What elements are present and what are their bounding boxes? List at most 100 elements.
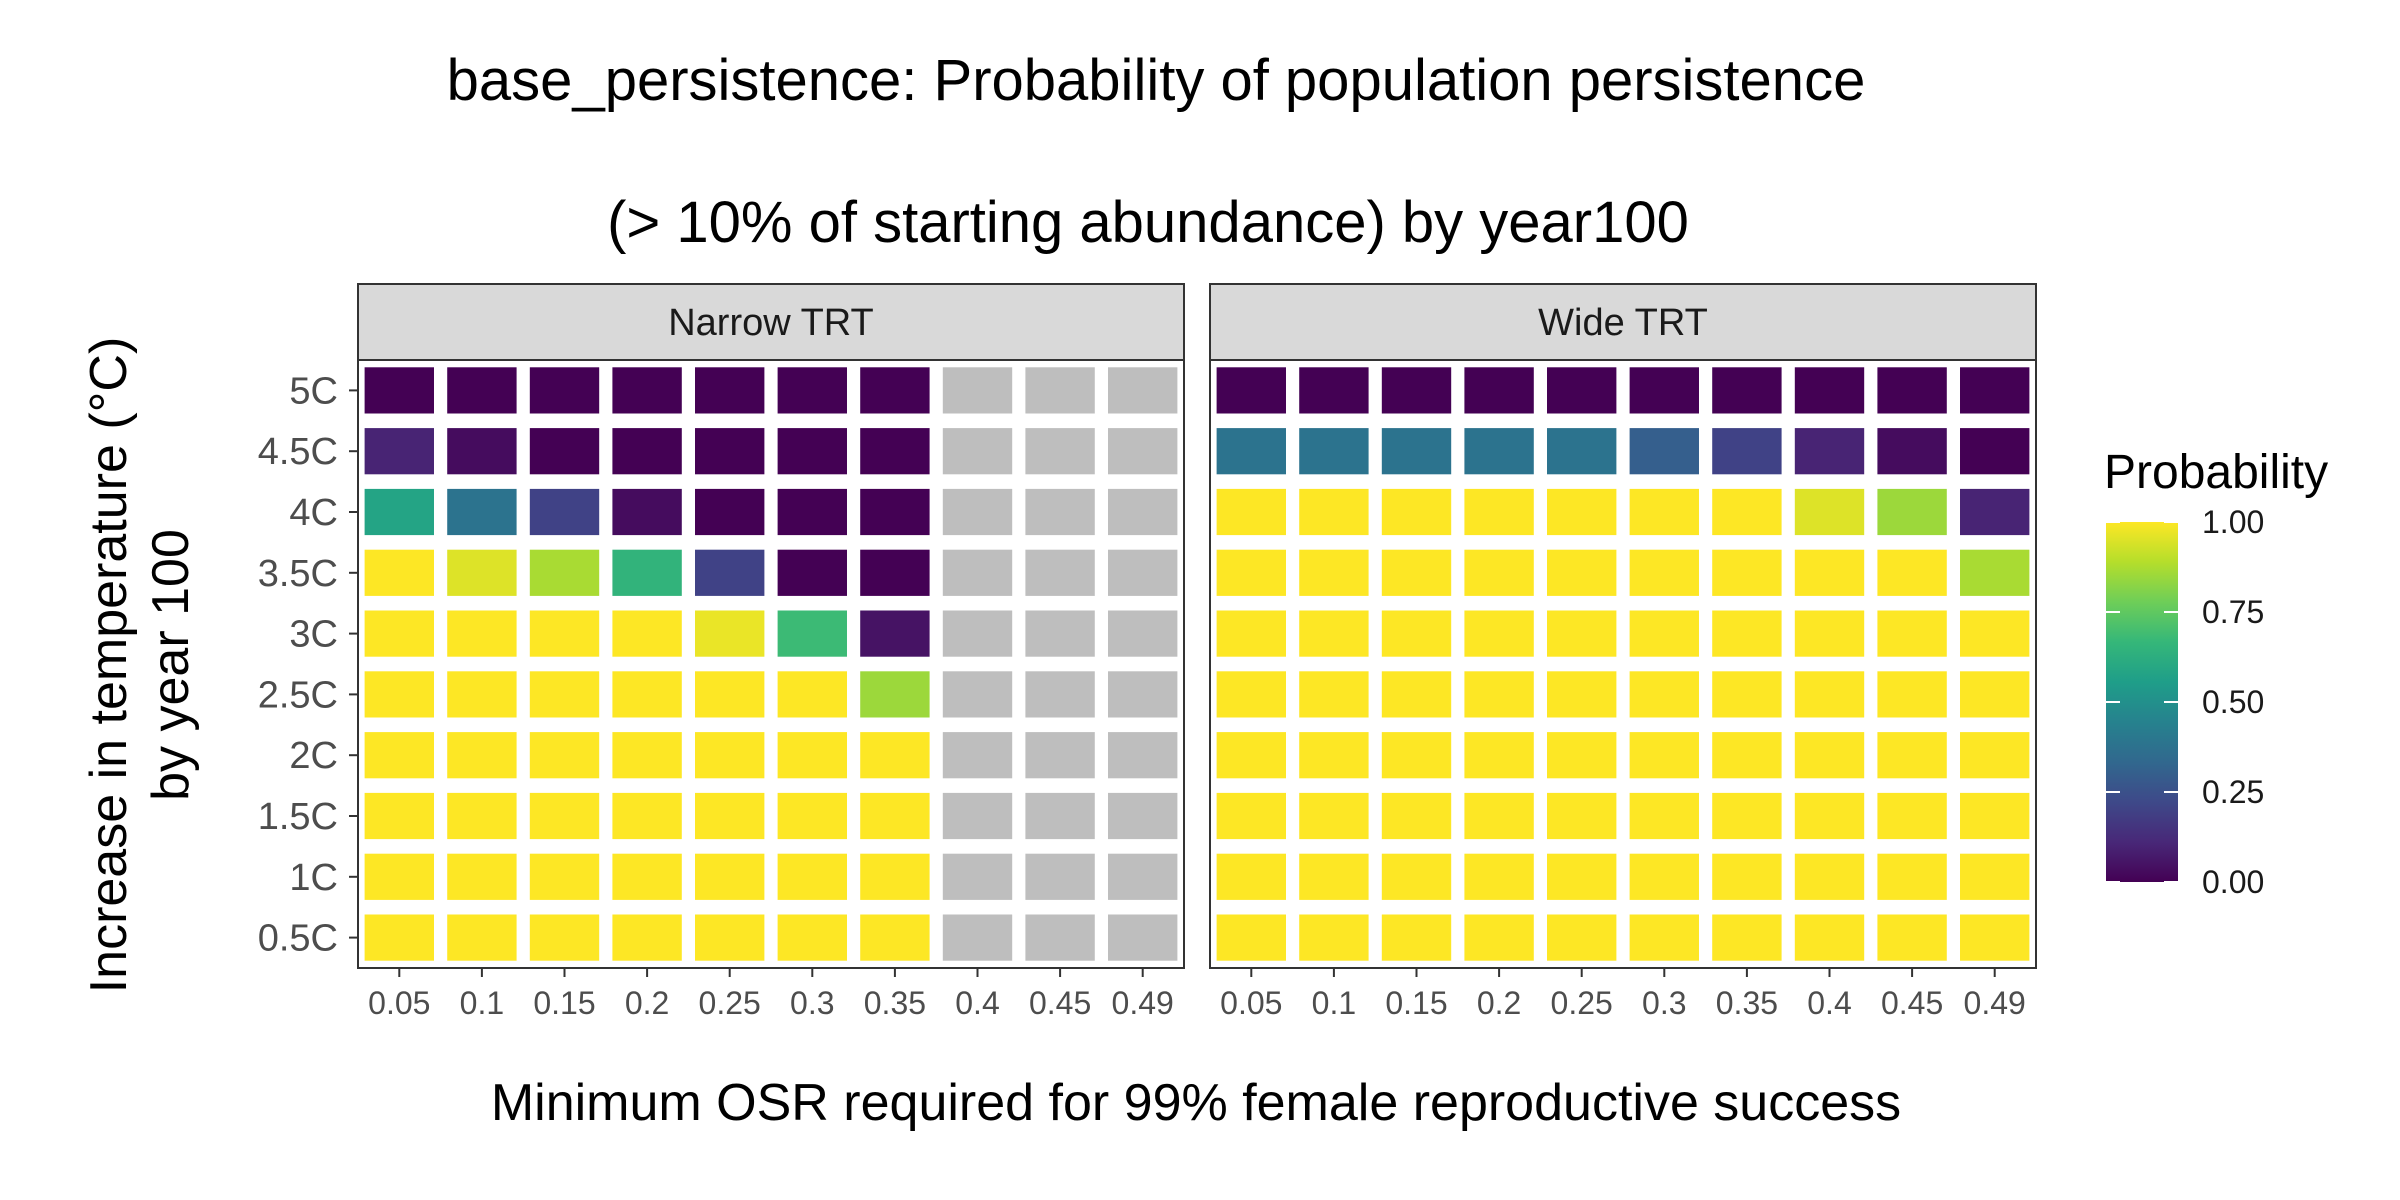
x-tick-label: 0.05 [1220, 985, 1282, 1021]
x-tick-label: 0.49 [1964, 985, 2026, 1021]
heatmap-tile [1216, 792, 1286, 840]
heatmap-tile [364, 792, 434, 840]
heatmap-tile [447, 792, 517, 840]
heatmap-tile [612, 610, 682, 657]
heatmap-tile [612, 549, 682, 596]
heatmap-tile [1877, 671, 1947, 718]
heatmap-tile [1464, 853, 1534, 900]
heatmap-tile [942, 610, 1013, 657]
heatmap-tile [529, 914, 600, 961]
heatmap-tile [612, 428, 682, 475]
heatmap-tile [447, 732, 517, 779]
legend-tick-label: 0.50 [2202, 684, 2264, 720]
heatmap-tile [447, 914, 517, 961]
x-tick-label: 0.1 [1312, 985, 1356, 1021]
heatmap-tile [1216, 488, 1286, 536]
heatmap-tile [1960, 732, 2030, 779]
facet-strip [357, 283, 1185, 361]
heatmap-tile [1629, 792, 1699, 840]
heatmap-tile [1547, 549, 1617, 596]
heatmap-tile [1877, 914, 1947, 961]
heatmap-tile [1960, 488, 2030, 536]
heatmap-tile [1712, 671, 1782, 718]
x-axis-title: Minimum OSR required for 99% female repr… [491, 1074, 1901, 1132]
heatmap-tile [1877, 610, 1947, 657]
heatmap-tile [777, 549, 847, 596]
heatmap-tile [1025, 792, 1095, 840]
heatmap-tile [1877, 792, 1947, 840]
heatmap-tile [447, 610, 517, 657]
x-tick-label: 0.3 [1642, 985, 1686, 1021]
heatmap-tile [1547, 367, 1617, 414]
heatmap-tile [777, 914, 847, 961]
heatmap-tile [1299, 488, 1369, 536]
heatmap-tile [1216, 428, 1286, 475]
heatmap-tile [1712, 488, 1782, 536]
heatmap-tile [1464, 367, 1534, 414]
heatmap-tile [612, 853, 682, 900]
heatmap-tile [1025, 671, 1095, 718]
panel-border [1209, 359, 2037, 969]
x-tick-label: 0.45 [1881, 985, 1943, 1021]
heatmap-tile [529, 549, 600, 596]
heatmap-tile [1381, 367, 1452, 414]
heatmap-tile [1025, 732, 1095, 779]
heatmap-tile [860, 549, 930, 596]
heatmap-tile [860, 732, 930, 779]
heatmap-tile [1025, 549, 1095, 596]
heatmap-tile [612, 792, 682, 840]
heatmap-tile [1025, 853, 1095, 900]
heatmap-tile [1464, 610, 1534, 657]
x-tick-label: 0.25 [1551, 985, 1613, 1021]
heatmap-tile [1381, 610, 1452, 657]
heatmap-tile [1629, 853, 1699, 900]
heatmap-tile [777, 792, 847, 840]
facet-panel-2: Wide TRT 0.05 0.1 0.15 0.2 0.25 0.3 0.35 0.4 0.45… [1209, 283, 2037, 1021]
heatmap-tile [364, 367, 434, 414]
heatmap-tile [942, 853, 1013, 900]
heatmap-tile [612, 488, 682, 536]
heatmap-tile [1108, 428, 1178, 475]
heatmap-tile [1216, 732, 1286, 779]
heatmap-tile [1216, 914, 1286, 961]
heatmap-tile [1960, 914, 2030, 961]
heatmap-tile [1629, 914, 1699, 961]
heatmap-tile [1108, 367, 1178, 414]
heatmap-tile [1877, 428, 1947, 475]
x-tick-label: 0.15 [1385, 985, 1447, 1021]
heatmap-tile [1381, 549, 1452, 596]
heatmap-tile [364, 732, 434, 779]
heatmap-tile [447, 853, 517, 900]
heatmap-tile [447, 671, 517, 718]
legend-tick-label: 0.25 [2202, 774, 2264, 810]
heatmap-tile [1464, 732, 1534, 779]
y-axis: 0.5C 1C 1.5C 2C 2.5C 3C 3.5C 4C 4.5C 5C [258, 370, 358, 960]
heatmap-tile [1025, 428, 1095, 475]
heatmap-tile [695, 792, 765, 840]
heatmap-tile [1381, 853, 1452, 900]
heatmap-tile [612, 732, 682, 779]
heatmap-tile [777, 367, 847, 414]
heatmap-tile [1877, 549, 1947, 596]
x-tick-label: 0.4 [955, 985, 999, 1021]
heatmap-tile [695, 428, 765, 475]
y-tick-label: 4.5C [258, 431, 338, 473]
heatmap-tile [529, 853, 600, 900]
x-tick-label: 0.15 [533, 985, 595, 1021]
heatmap-tile [1025, 610, 1095, 657]
heatmap-tile [1464, 671, 1534, 718]
heatmap-tile [1108, 610, 1178, 657]
y-tick-label: 1C [289, 857, 338, 899]
heatmap-tile [1960, 610, 2030, 657]
heatmap-tile [612, 914, 682, 961]
heatmap-tile [1712, 792, 1782, 840]
heatmap-tile [1025, 367, 1095, 414]
heatmap-tile [1299, 549, 1369, 596]
heatmap-tile [1381, 732, 1452, 779]
heatmap-tile [860, 792, 930, 840]
heatmap-tile [1547, 428, 1617, 475]
heatmap-tile [777, 732, 847, 779]
heatmap-tile [1960, 671, 2030, 718]
heatmap-tile [447, 367, 517, 414]
heatmap-tile [1108, 549, 1178, 596]
